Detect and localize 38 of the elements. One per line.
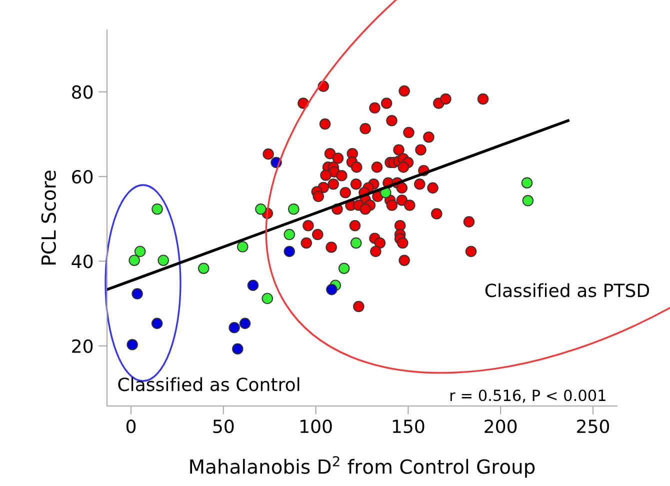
point [288, 203, 300, 215]
point [350, 237, 362, 249]
point [151, 318, 163, 330]
point [338, 262, 350, 274]
point [522, 195, 534, 206]
point [132, 288, 143, 300]
annotation: r = 0.516, P < 0.001 [450, 390, 606, 403]
x-tick-label: 50 [213, 420, 234, 434]
point [134, 246, 146, 258]
y-tick-label: 40 [72, 254, 93, 268]
y-tick-label: 60 [72, 170, 93, 184]
point [128, 254, 140, 266]
point [284, 246, 296, 258]
point [232, 343, 244, 354]
x-tick-label: 250 [577, 420, 610, 434]
x-tick-label: 150 [392, 420, 424, 434]
x-tick-label: 0 [126, 420, 136, 434]
y-axis-title: PCL Score [41, 170, 56, 264]
y-tick-label: 20 [72, 339, 93, 353]
point [228, 322, 240, 334]
point [521, 177, 533, 188]
point [158, 254, 169, 266]
point [126, 338, 138, 350]
point [247, 280, 259, 291]
point [255, 203, 266, 215]
annotation: Classified as PTSD [485, 283, 650, 298]
point [284, 228, 296, 240]
x-tick-label: 100 [300, 420, 332, 434]
point [198, 262, 210, 274]
x-tick-label: 200 [484, 420, 517, 434]
point [262, 292, 274, 304]
annotation: Classified as Control [118, 377, 300, 392]
point [236, 241, 248, 252]
x-axis-title: Mahalanobis D$^{2}$ from Control Group [190, 456, 535, 478]
point [326, 284, 338, 296]
y-tick-label: 80 [72, 85, 93, 99]
point [239, 318, 251, 330]
point [152, 203, 163, 215]
